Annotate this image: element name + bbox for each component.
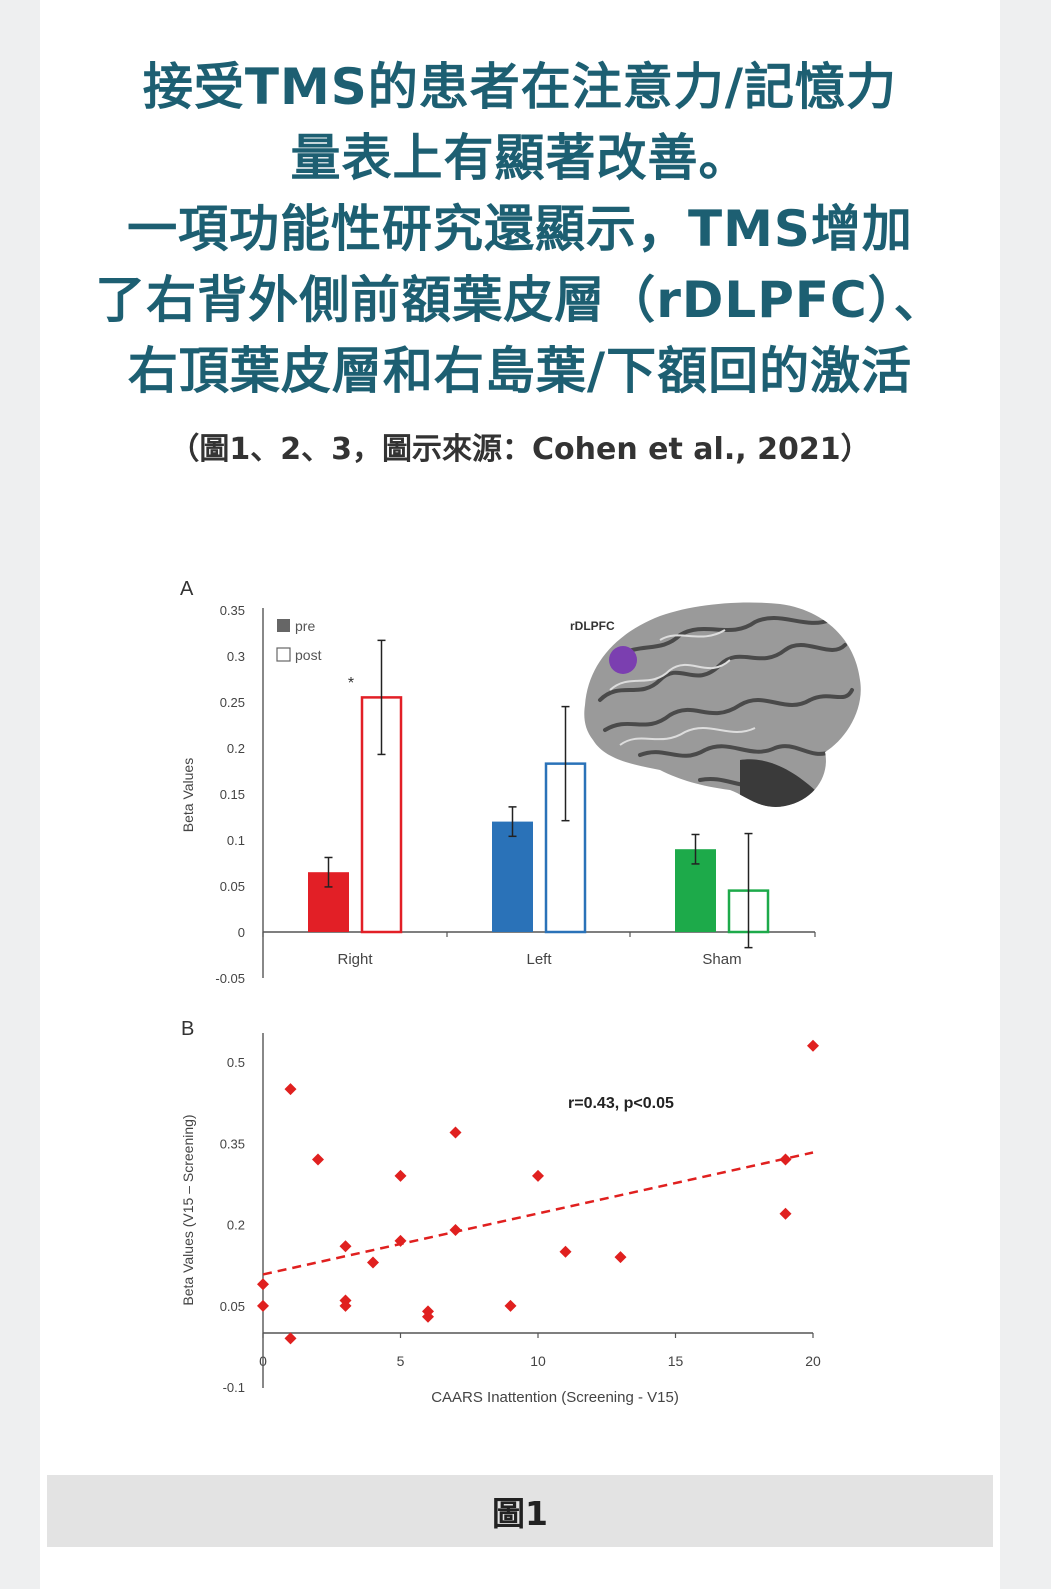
- headline-line: 一項功能性研究還顯示，TMS增加: [127, 200, 913, 258]
- scatter-point: [284, 1332, 297, 1345]
- x-tick-label: 5: [397, 1353, 405, 1369]
- headline: 接受TMS的患者在注意力/記憶力 量表上有顯著改善。 一項功能性研究還顯示，TM…: [40, 52, 1000, 407]
- scatter-point: [394, 1234, 407, 1247]
- scatter-point: [312, 1153, 324, 1166]
- bar-pre-left: [492, 821, 533, 932]
- scatter-point: [614, 1251, 627, 1264]
- y-axis-label: Beta Values: [180, 758, 196, 832]
- trend-line: [262, 1151, 814, 1276]
- category-labels: Right Left Sham: [337, 951, 741, 968]
- headline-line: 量表上有顯著改善。: [290, 129, 750, 187]
- scatter-point: [807, 1039, 819, 1052]
- scatter-point: [504, 1299, 517, 1312]
- y-tick-label: -0.05: [215, 971, 245, 986]
- category-label: Left: [526, 951, 552, 968]
- y-tick-label: 0.05: [220, 879, 245, 894]
- x-axis-label: CAARS Inattention (Screening - V15): [431, 1389, 679, 1406]
- headline-line: 右頂葉皮層和右島葉/下額回的激活: [127, 342, 913, 400]
- legend: pre post: [276, 618, 322, 663]
- scatter-point: [422, 1310, 434, 1323]
- y-tick-label: 0.5: [227, 1055, 245, 1070]
- y-tick-label: 0.2: [227, 741, 245, 756]
- figure-1: A Beta Values 0.350.30.250.20.150.10.050…: [180, 578, 861, 1406]
- scatter-point: [559, 1245, 572, 1258]
- scatter-point: [284, 1083, 297, 1096]
- headline-line: 了右背外側前額葉皮層（rDLPFC）、: [95, 271, 945, 329]
- scatter-point: [367, 1256, 379, 1269]
- legend-label-post: post: [295, 647, 322, 663]
- scatter-point: [532, 1169, 544, 1182]
- category-label: Right: [337, 951, 373, 968]
- y-tick-labels: 0.5 0.35 0.2 0.05 -0.1: [220, 1055, 245, 1395]
- scatter-point: [257, 1278, 269, 1291]
- x-tick-label: 15: [668, 1353, 684, 1369]
- scatter-point: [449, 1126, 462, 1139]
- headline-line: 接受TMS的患者在注意力/記憶力: [142, 58, 898, 116]
- y-tick-labels: 0.35 0.3 0.25 0.2 0.15 0.1 0.05 0 -0.05: [215, 603, 245, 986]
- scatter-chart: B Beta Values (V15 – Screening) 0.50.350…: [180, 1018, 821, 1406]
- bar-marks: [308, 639, 770, 949]
- y-tick-label: 0.35: [220, 1136, 245, 1151]
- legend-label-pre: pre: [295, 618, 315, 634]
- scatter-points: [257, 1039, 819, 1345]
- bar-chart: A Beta Values 0.350.30.250.20.150.10.050…: [180, 578, 861, 986]
- scatter-point: [339, 1240, 352, 1253]
- scatter-point: [779, 1153, 792, 1166]
- y-tick-label: 0.2: [227, 1218, 245, 1233]
- figure-caption-bar: 圖1: [47, 1475, 993, 1547]
- scatter-point: [394, 1169, 407, 1182]
- x-tick-label: 10: [530, 1353, 546, 1369]
- y-tick-label: 0.15: [220, 787, 245, 802]
- y-tick-label: -0.1: [223, 1380, 245, 1395]
- y-tick-label: 0.3: [227, 649, 245, 664]
- x-tick-labels: 05101520: [259, 1333, 821, 1369]
- brain-inset: rDLPFC: [570, 602, 861, 807]
- correlation-annotation: r=0.43, p<0.05: [568, 1095, 674, 1112]
- brain-region-label: rDLPFC: [570, 619, 615, 633]
- figure-caption: 圖1: [492, 1494, 548, 1533]
- image-source-note: （圖1、2、3，圖示來源：Cohen et al., 2021）: [169, 432, 871, 467]
- rdlpfc-marker: [609, 646, 637, 674]
- x-tick-marks: [262, 932, 816, 937]
- scatter-point: [449, 1224, 462, 1237]
- panel-label-a: A: [180, 578, 194, 600]
- y-tick-label: 0.1: [227, 833, 245, 848]
- y-tick-label: 0.35: [220, 603, 245, 618]
- scatter-point: [339, 1299, 352, 1312]
- article-card: 接受TMS的患者在注意力/記憶力 量表上有顯著改善。 一項功能性研究還顯示，TM…: [40, 0, 1000, 1589]
- y-tick-label: 0.25: [220, 695, 245, 710]
- significance-marker: *: [348, 675, 354, 692]
- legend-swatch-post: [276, 647, 291, 662]
- scatter-point: [257, 1299, 269, 1312]
- y-tick-label: 0: [238, 925, 245, 940]
- x-tick-label: 20: [805, 1353, 821, 1369]
- panel-label-b: B: [181, 1018, 194, 1040]
- legend-swatch-pre: [277, 619, 290, 632]
- category-label: Sham: [702, 951, 741, 968]
- y-tick-label: 0.05: [220, 1299, 245, 1314]
- scatter-point: [779, 1207, 792, 1220]
- y-axis-label: Beta Values (V15 – Screening): [180, 1114, 196, 1305]
